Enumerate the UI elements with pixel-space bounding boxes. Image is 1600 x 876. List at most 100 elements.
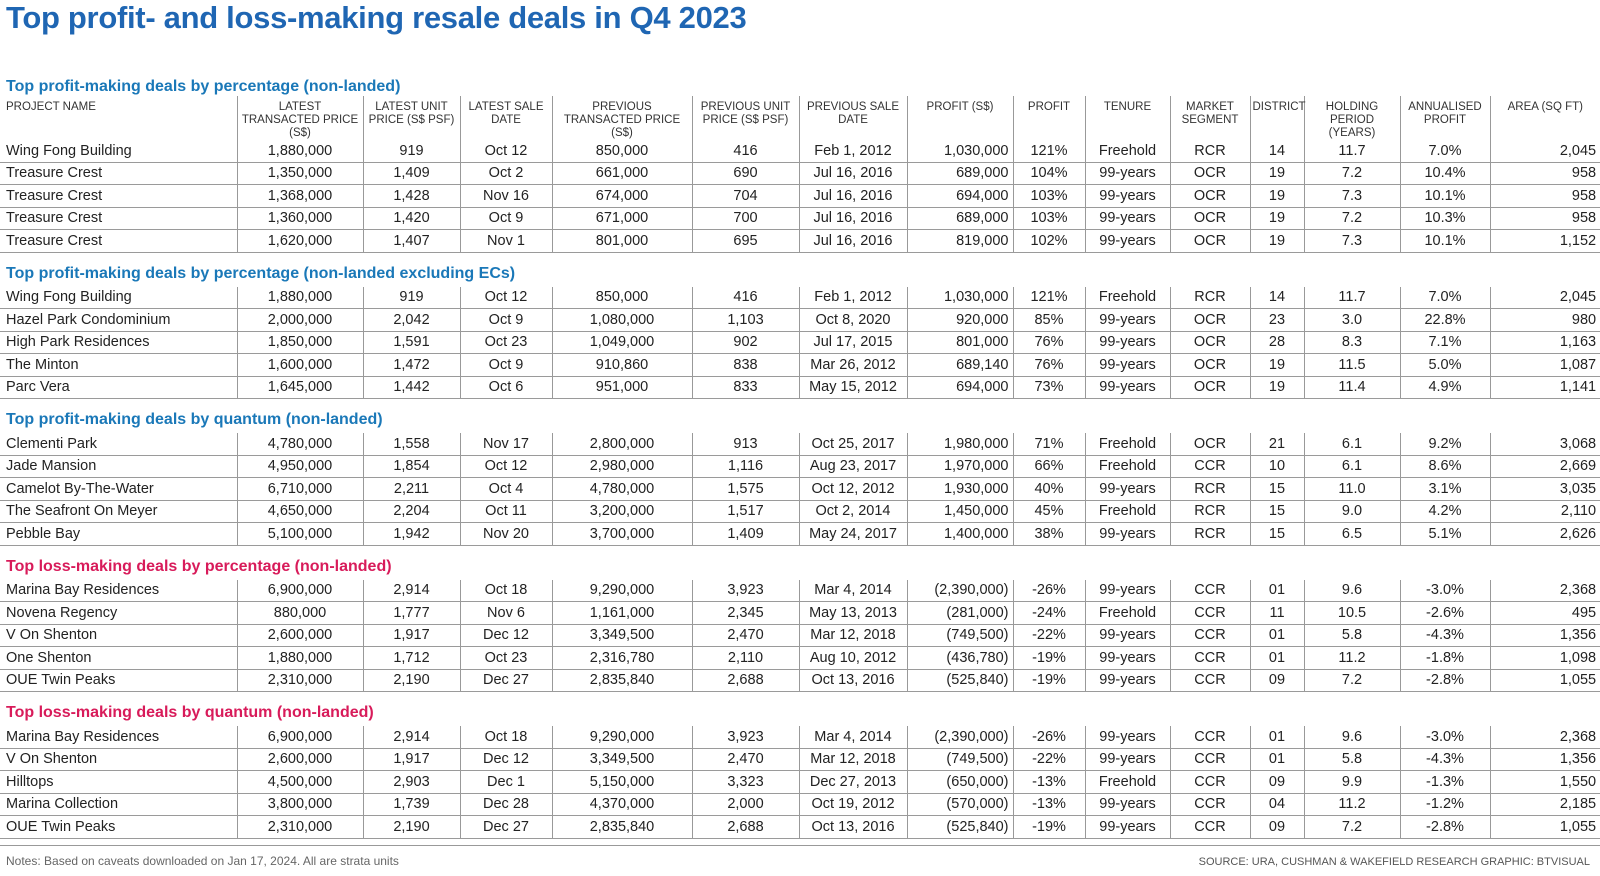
- table-cell: OCR: [1169, 353, 1250, 377]
- table-cell: 910,860: [551, 353, 692, 377]
- table-cell: 01: [1249, 579, 1304, 602]
- table-cell: 1,930,000: [906, 477, 1013, 501]
- table-cell: CCR: [1169, 624, 1250, 647]
- table-cell: Oct 11: [459, 500, 552, 523]
- table-cell: Dec 12: [459, 624, 552, 647]
- table-cell: Dec 27, 2013: [798, 770, 907, 794]
- table-cell: -19%: [1012, 815, 1085, 839]
- table-cell: 6,900,000: [236, 726, 363, 749]
- section-heading-row: Top profit-making deals by percentage (n…: [0, 252, 1600, 287]
- table-cell: 40%: [1012, 477, 1085, 501]
- table-cell: 10.3%: [1399, 207, 1490, 230]
- table-cell: 19: [1249, 207, 1304, 230]
- table-cell: -2.8%: [1399, 815, 1490, 839]
- table-cell: Freehold: [1084, 500, 1170, 523]
- table-cell: CCR: [1169, 770, 1250, 794]
- table-cell: 6.1: [1303, 455, 1400, 478]
- table-cell: -26%: [1012, 726, 1085, 749]
- table-cell: Dec 27: [459, 669, 552, 692]
- table-cell: 1,880,000: [236, 140, 363, 163]
- table-cell: Oct 2, 2014: [798, 500, 907, 523]
- table-cell: Oct 19, 2012: [798, 793, 907, 816]
- table-row: The Minton 1,600,000 1,472 Oct 9 910,860 838 M…: [0, 353, 1600, 377]
- table-cell: 11.2: [1303, 646, 1400, 670]
- table-cell: Oct 18: [459, 726, 552, 749]
- table-cell: RCR: [1169, 286, 1250, 309]
- table-cell: 11: [1249, 601, 1304, 625]
- table-cell: 21: [1249, 433, 1304, 456]
- table-cell: 833: [691, 376, 799, 399]
- table-cell: Freehold: [1084, 455, 1170, 478]
- table-cell: 6,900,000: [236, 579, 363, 602]
- table-cell: 700: [691, 207, 799, 230]
- table-cell: 674,000: [551, 184, 692, 208]
- table-cell: Freehold: [1084, 433, 1170, 456]
- table-cell: Oct 13, 2016: [798, 815, 907, 839]
- table-cell: 958: [1489, 207, 1600, 230]
- table-cell: 38%: [1012, 522, 1085, 546]
- table-cell: 99-years: [1084, 726, 1170, 749]
- table-cell: Oct 23: [459, 331, 552, 354]
- table-cell: 3,923: [691, 579, 799, 602]
- table-cell: 09: [1249, 669, 1304, 692]
- table-cell: 880,000: [236, 601, 363, 625]
- table-cell: 15: [1249, 477, 1304, 501]
- deals-table: Top profit-making deals by percentage (n…: [0, 78, 1600, 839]
- table-row: Treasure Crest 1,368,000 1,428 Nov 16 674,00…: [0, 184, 1600, 208]
- table-cell: 4,650,000: [236, 500, 363, 523]
- table-cell: 23: [1249, 308, 1304, 332]
- table-cell: 1,141: [1489, 376, 1600, 399]
- table-row: OUE Twin Peaks 2,310,000 2,190 Dec 27 2,835,…: [0, 669, 1600, 692]
- column-header: PREVIOUS SALE DATE: [798, 96, 907, 140]
- table-cell: 7.3: [1303, 184, 1400, 208]
- table-row: Treasure Crest 1,350,000 1,409 Oct 2 661,000…: [0, 162, 1600, 185]
- table-cell: 15: [1249, 522, 1304, 546]
- table-cell: 2,835,840: [551, 669, 692, 692]
- table-cell: 5,150,000: [551, 770, 692, 794]
- table-cell: 73%: [1012, 376, 1085, 399]
- table-cell: 01: [1249, 624, 1304, 647]
- project-name-cell: Camelot By-The-Water: [0, 477, 237, 501]
- table-cell: 99-years: [1084, 184, 1170, 208]
- table-cell: 3.1%: [1399, 477, 1490, 501]
- column-header: PROJECT NAME: [6, 101, 96, 113]
- table-cell: 3,349,500: [551, 748, 692, 771]
- column-header: ANNUALISED PROFIT: [1399, 96, 1490, 140]
- table-cell: 1,739: [362, 793, 460, 816]
- table-cell: 1,080,000: [551, 308, 692, 332]
- table-cell: 8.3: [1303, 331, 1400, 354]
- table-cell: Mar 12, 2018: [798, 748, 907, 771]
- table-cell: 99-years: [1084, 162, 1170, 185]
- section-heading: Top profit-making deals by percentage (n…: [6, 78, 401, 95]
- table-cell: 1,356: [1489, 748, 1600, 771]
- page-title: Top profit- and loss-making resale deals…: [6, 0, 747, 35]
- section-heading: Top profit-making deals by percentage (n…: [6, 264, 516, 282]
- table-cell: 1,442: [362, 376, 460, 399]
- table-cell: 4,950,000: [236, 455, 363, 478]
- table-cell: -26%: [1012, 579, 1085, 602]
- project-name-cell: Novena Regency: [0, 601, 237, 625]
- table-cell: 2,368: [1489, 579, 1600, 602]
- column-header: LATEST UNIT PRICE (S$ PSF): [362, 96, 460, 140]
- table-cell: 7.2: [1303, 815, 1400, 839]
- table-cell: (436,780): [906, 646, 1013, 670]
- table-cell: 819,000: [906, 229, 1013, 253]
- table-cell: 2,914: [362, 579, 460, 602]
- table-cell: 3,700,000: [551, 522, 692, 546]
- table-cell: 1,600,000: [236, 353, 363, 377]
- table-cell: 694,000: [906, 184, 1013, 208]
- project-name-cell: Hilltops: [0, 770, 237, 794]
- table-cell: 09: [1249, 770, 1304, 794]
- table-cell: CCR: [1169, 726, 1250, 749]
- table-cell: Mar 4, 2014: [798, 579, 907, 602]
- table-cell: Nov 1: [459, 229, 552, 253]
- table-cell: 7.2: [1303, 207, 1400, 230]
- table-cell: RCR: [1169, 477, 1250, 501]
- table-cell: 2,688: [691, 815, 799, 839]
- table-cell: RCR: [1169, 140, 1250, 163]
- table-cell: 689,000: [906, 162, 1013, 185]
- table-cell: -13%: [1012, 770, 1085, 794]
- table-cell: Nov 6: [459, 601, 552, 625]
- table-cell: 5,100,000: [236, 522, 363, 546]
